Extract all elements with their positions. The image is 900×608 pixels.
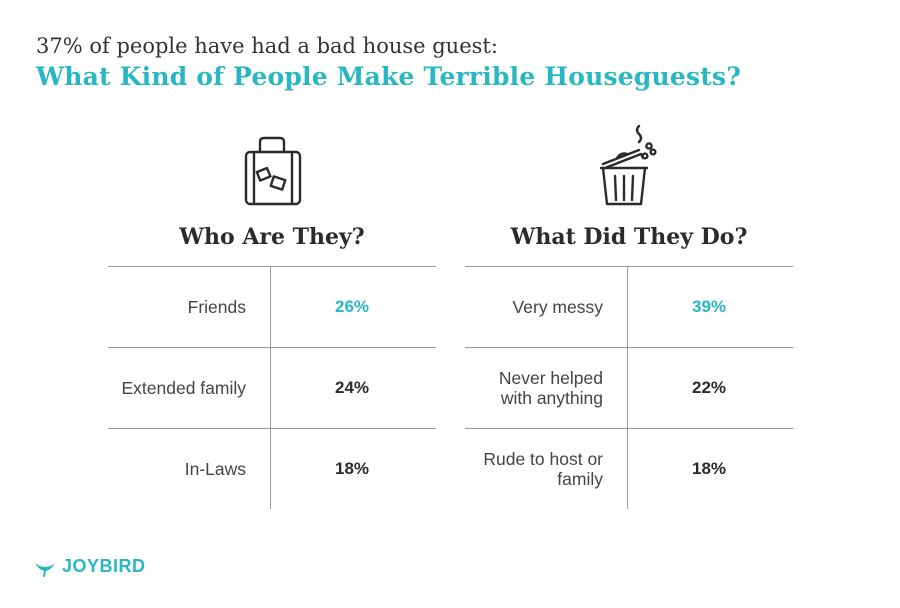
row-label: Very messy (465, 267, 628, 347)
row-value: 18% (692, 459, 727, 478)
table-row: In-Laws 18% (108, 428, 436, 509)
suitcase-icon (232, 120, 312, 208)
table-row: Extended family 24% (108, 347, 436, 428)
who-are-they-heading: Who Are They? (179, 224, 365, 250)
trash-can-icon (591, 120, 671, 208)
row-label: In-Laws (108, 429, 271, 509)
row-label: Extended family (108, 348, 271, 428)
row-label: Never helped with anything (465, 348, 628, 428)
row-label: Friends (108, 267, 271, 347)
who-are-they-table: Friends 26% Extended family 24% In-Laws … (108, 266, 436, 509)
joybird-logo: JOYBIRD (34, 556, 146, 577)
row-value: 22% (692, 378, 727, 397)
subtitle: 37% of people have had a bad house guest… (36, 34, 498, 58)
row-label: Rude to host or family (465, 429, 628, 509)
what-did-they-do-heading: What Did They Do? (510, 224, 748, 250)
row-value: 26% (335, 297, 370, 316)
joybird-bird-icon (35, 562, 55, 577)
page-title: What Kind of People Make Terrible Houseg… (36, 62, 742, 91)
what-did-they-do-table: Very messy 39% Never helped with anythin… (465, 266, 793, 509)
row-value: 18% (335, 459, 370, 478)
row-value: 39% (692, 297, 727, 316)
table-row: Very messy 39% (465, 266, 793, 347)
table-row: Friends 26% (108, 266, 436, 347)
table-row: Rude to host or family 18% (465, 428, 793, 509)
logo-text: JOYBIRD (62, 556, 146, 576)
table-row: Never helped with anything 22% (465, 347, 793, 428)
row-value: 24% (335, 378, 370, 397)
